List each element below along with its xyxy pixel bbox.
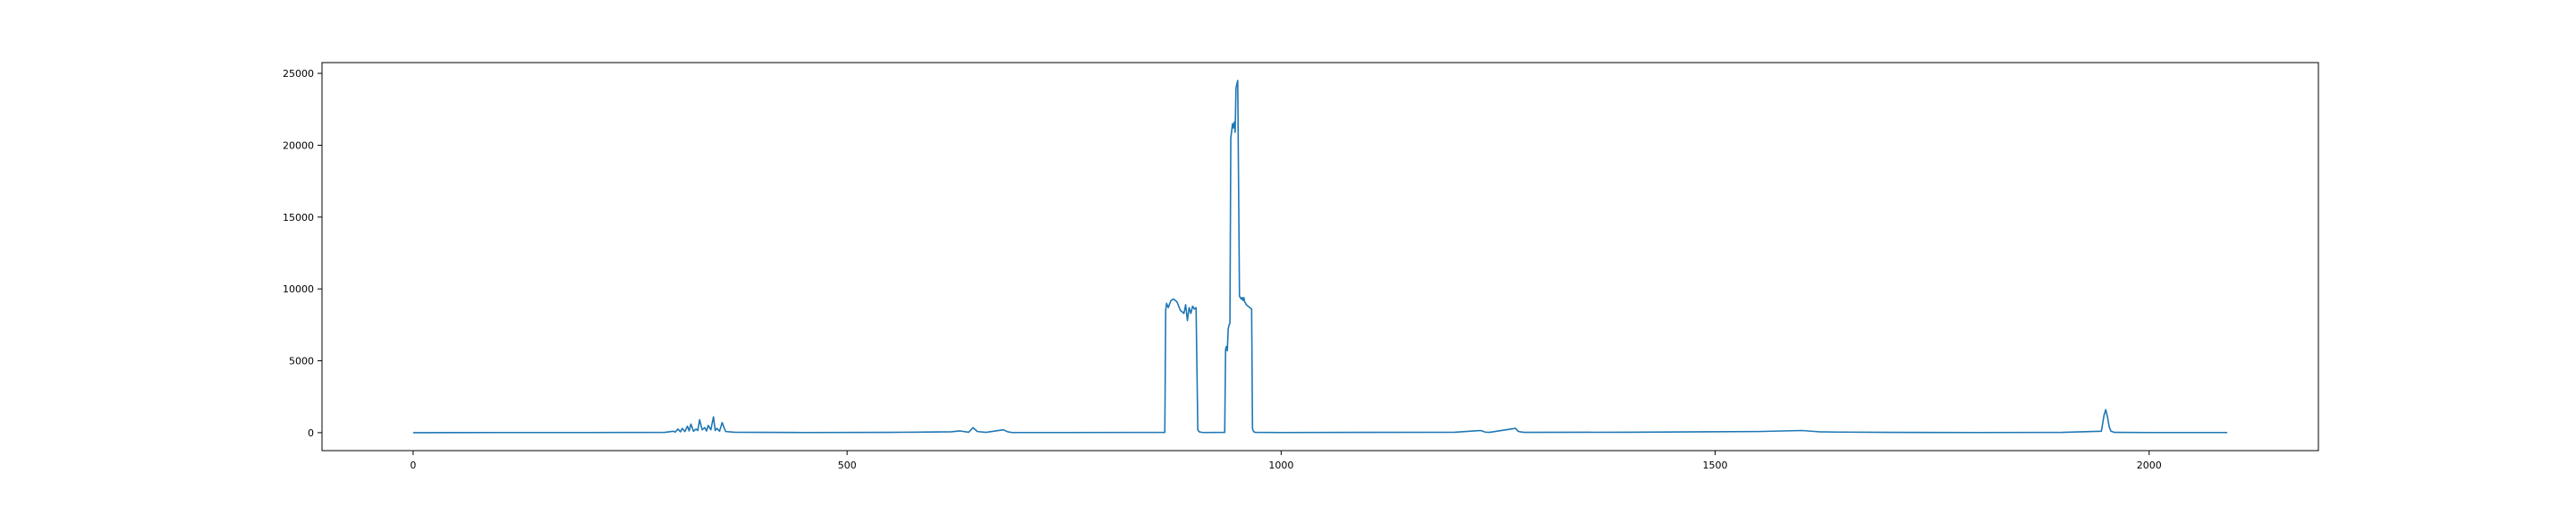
y-tick-label: 0 bbox=[308, 427, 314, 439]
y-tick-label: 15000 bbox=[283, 212, 314, 224]
x-tick-label: 2000 bbox=[2137, 460, 2162, 471]
y-tick-label: 20000 bbox=[283, 139, 314, 151]
axes-frame bbox=[321, 62, 2319, 452]
x-axis: 0 500 1000 1500 2000 bbox=[410, 451, 2162, 471]
x-tick-label: 0 bbox=[410, 460, 416, 471]
x-tick-label: 500 bbox=[838, 460, 857, 471]
y-tick-label: 25000 bbox=[283, 68, 314, 80]
y-axis: 0 5000 10000 15000 20000 25000 bbox=[283, 68, 322, 439]
plot-area bbox=[412, 80, 2228, 434]
series-line bbox=[412, 80, 2228, 434]
x-tick-label: 1000 bbox=[1268, 460, 1293, 471]
y-tick-label: 5000 bbox=[289, 356, 314, 367]
y-tick-label: 10000 bbox=[283, 283, 314, 295]
x-tick-label: 1500 bbox=[1703, 460, 1728, 471]
